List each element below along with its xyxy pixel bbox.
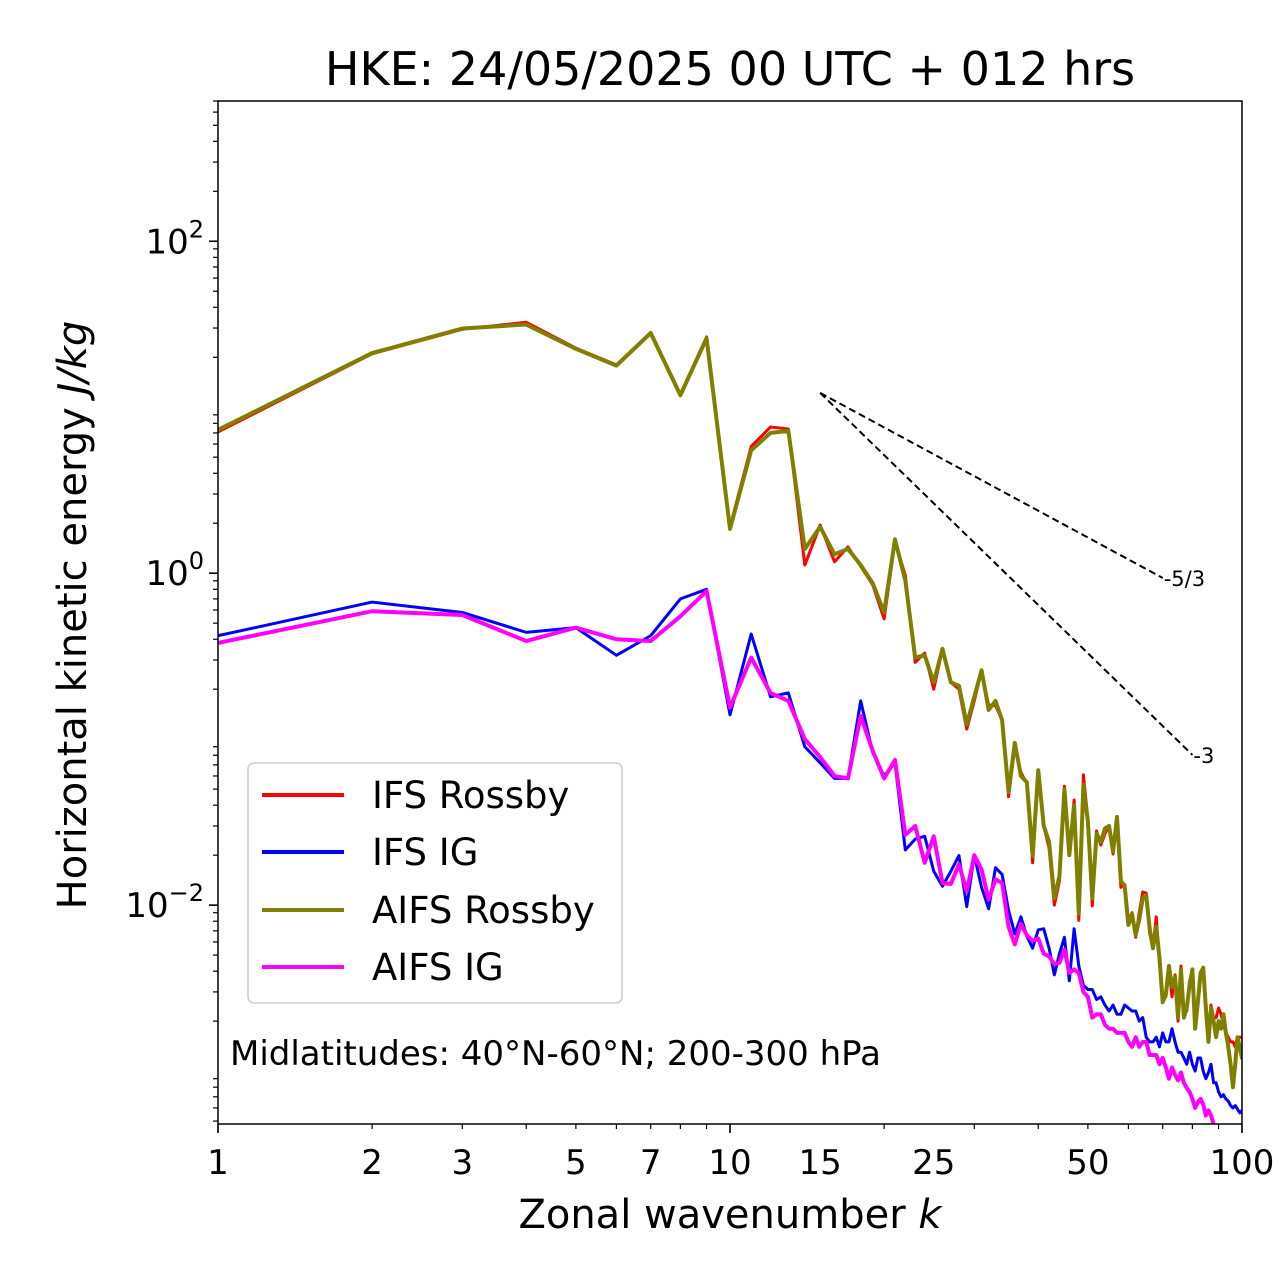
plot-frame	[217, 100, 1243, 1125]
x-axis-label: Zonal wavenumber k	[518, 1192, 943, 1238]
x-tick-label: 50	[1066, 1143, 1109, 1183]
reference-slopes: -5/3 -3	[819, 392, 1214, 768]
x-minor-ticks	[371, 1124, 1220, 1129]
series-line-aifs-rossby	[218, 322, 1242, 1090]
y-tick-label-base: 10	[145, 554, 188, 594]
y-tick-label-base: 10	[145, 222, 188, 262]
x-tick-labels: 1 2 3 5 7 10 15 25 50 100	[207, 1143, 1274, 1183]
x-tick-label: 10	[708, 1143, 751, 1183]
reference-slope-label: -5/3	[1164, 567, 1205, 591]
series-layer	[218, 320, 1242, 1124]
region-annotation: Midlatitudes: 40°N-60°N; 200-300 hPa	[230, 1034, 881, 1074]
x-major-ticks	[217, 1124, 1243, 1133]
x-axis-label-symbol: k	[918, 1192, 943, 1238]
x-axis-label-text: Zonal wavenumber	[518, 1192, 906, 1238]
reference-slope-line	[819, 392, 1194, 756]
reference-slope-line	[819, 392, 1164, 579]
x-tick-label: 1	[207, 1143, 229, 1183]
legend-label-ifs-ig: IFS IG	[372, 831, 478, 874]
x-tick-label: 15	[799, 1143, 842, 1183]
y-tick-label-exponent: −2	[169, 879, 204, 907]
y-tick-label-exponent: 0	[189, 547, 204, 575]
y-tick-label: 100	[145, 547, 204, 594]
y-major-ticks	[209, 240, 218, 906]
y-axis-label-text: Horizontal kinetic energy	[50, 407, 96, 909]
x-tick-label: 7	[640, 1143, 662, 1183]
legend-label-aifs-rossby: AIFS Rossby	[372, 889, 595, 932]
y-axis-label-unit: J/kg	[50, 321, 96, 402]
legend: IFS Rossby IFS IG AIFS Rossby AIFS IG	[247, 762, 623, 1004]
y-tick-label-exponent: 2	[189, 215, 204, 243]
legend-label-aifs-ig: AIFS IG	[372, 946, 504, 989]
chart-title: HKE: 24/05/2025 00 UTC + 012 hrs	[325, 42, 1135, 96]
y-tick-label-base: 10	[125, 886, 168, 926]
x-tick-label: 2	[361, 1143, 383, 1183]
y-axis-label: Horizontal kinetic energy J/kg	[50, 321, 96, 910]
y-minor-ticks	[213, 100, 218, 1122]
x-tick-label: 5	[565, 1143, 587, 1183]
series-line-aifs-ig	[218, 589, 1217, 1124]
y-tick-label: 10−2	[125, 879, 204, 926]
x-tick-label: 25	[912, 1143, 955, 1183]
legend-label-ifs-rossby: IFS Rossby	[372, 774, 569, 817]
legend-box	[247, 762, 623, 1004]
x-axis-label-space	[906, 1192, 919, 1238]
y-axis-label-space	[50, 395, 96, 408]
y-tick-label: 102	[145, 215, 204, 262]
reference-slope-label: -3	[1193, 744, 1214, 768]
x-tick-label: 100	[1210, 1143, 1275, 1183]
x-tick-label: 3	[451, 1143, 473, 1183]
